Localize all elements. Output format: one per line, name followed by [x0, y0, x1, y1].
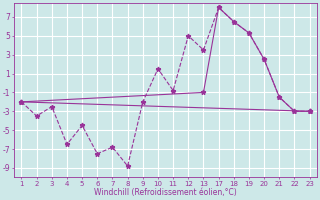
X-axis label: Windchill (Refroidissement éolien,°C): Windchill (Refroidissement éolien,°C) — [94, 188, 237, 197]
